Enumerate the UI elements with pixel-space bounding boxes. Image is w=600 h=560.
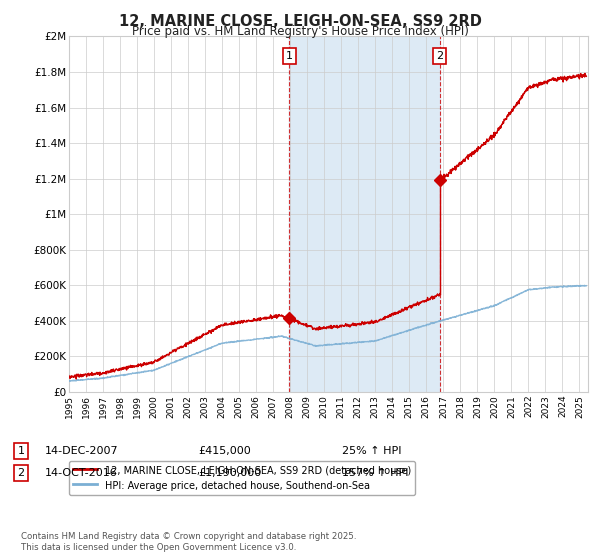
Bar <box>289 36 440 392</box>
Text: Contains HM Land Registry data © Crown copyright and database right 2025.
This d: Contains HM Land Registry data © Crown c… <box>21 532 356 552</box>
Text: 157% ↑ HPI: 157% ↑ HPI <box>342 468 409 478</box>
Text: 25% ↑ HPI: 25% ↑ HPI <box>342 446 401 456</box>
Text: 14-OCT-2016: 14-OCT-2016 <box>45 468 118 478</box>
Text: 2: 2 <box>436 51 443 61</box>
Text: 14-DEC-2007: 14-DEC-2007 <box>45 446 119 456</box>
Legend: 12, MARINE CLOSE, LEIGH-ON-SEA, SS9 2RD (detached house), HPI: Average price, de: 12, MARINE CLOSE, LEIGH-ON-SEA, SS9 2RD … <box>69 461 415 494</box>
Text: 12, MARINE CLOSE, LEIGH-ON-SEA, SS9 2RD: 12, MARINE CLOSE, LEIGH-ON-SEA, SS9 2RD <box>119 14 481 29</box>
Text: Price paid vs. HM Land Registry's House Price Index (HPI): Price paid vs. HM Land Registry's House … <box>131 25 469 38</box>
Text: 1: 1 <box>17 446 25 456</box>
Text: 1: 1 <box>286 51 293 61</box>
Text: £415,000: £415,000 <box>198 446 251 456</box>
Text: 2: 2 <box>17 468 25 478</box>
Text: £1,190,000: £1,190,000 <box>198 468 261 478</box>
